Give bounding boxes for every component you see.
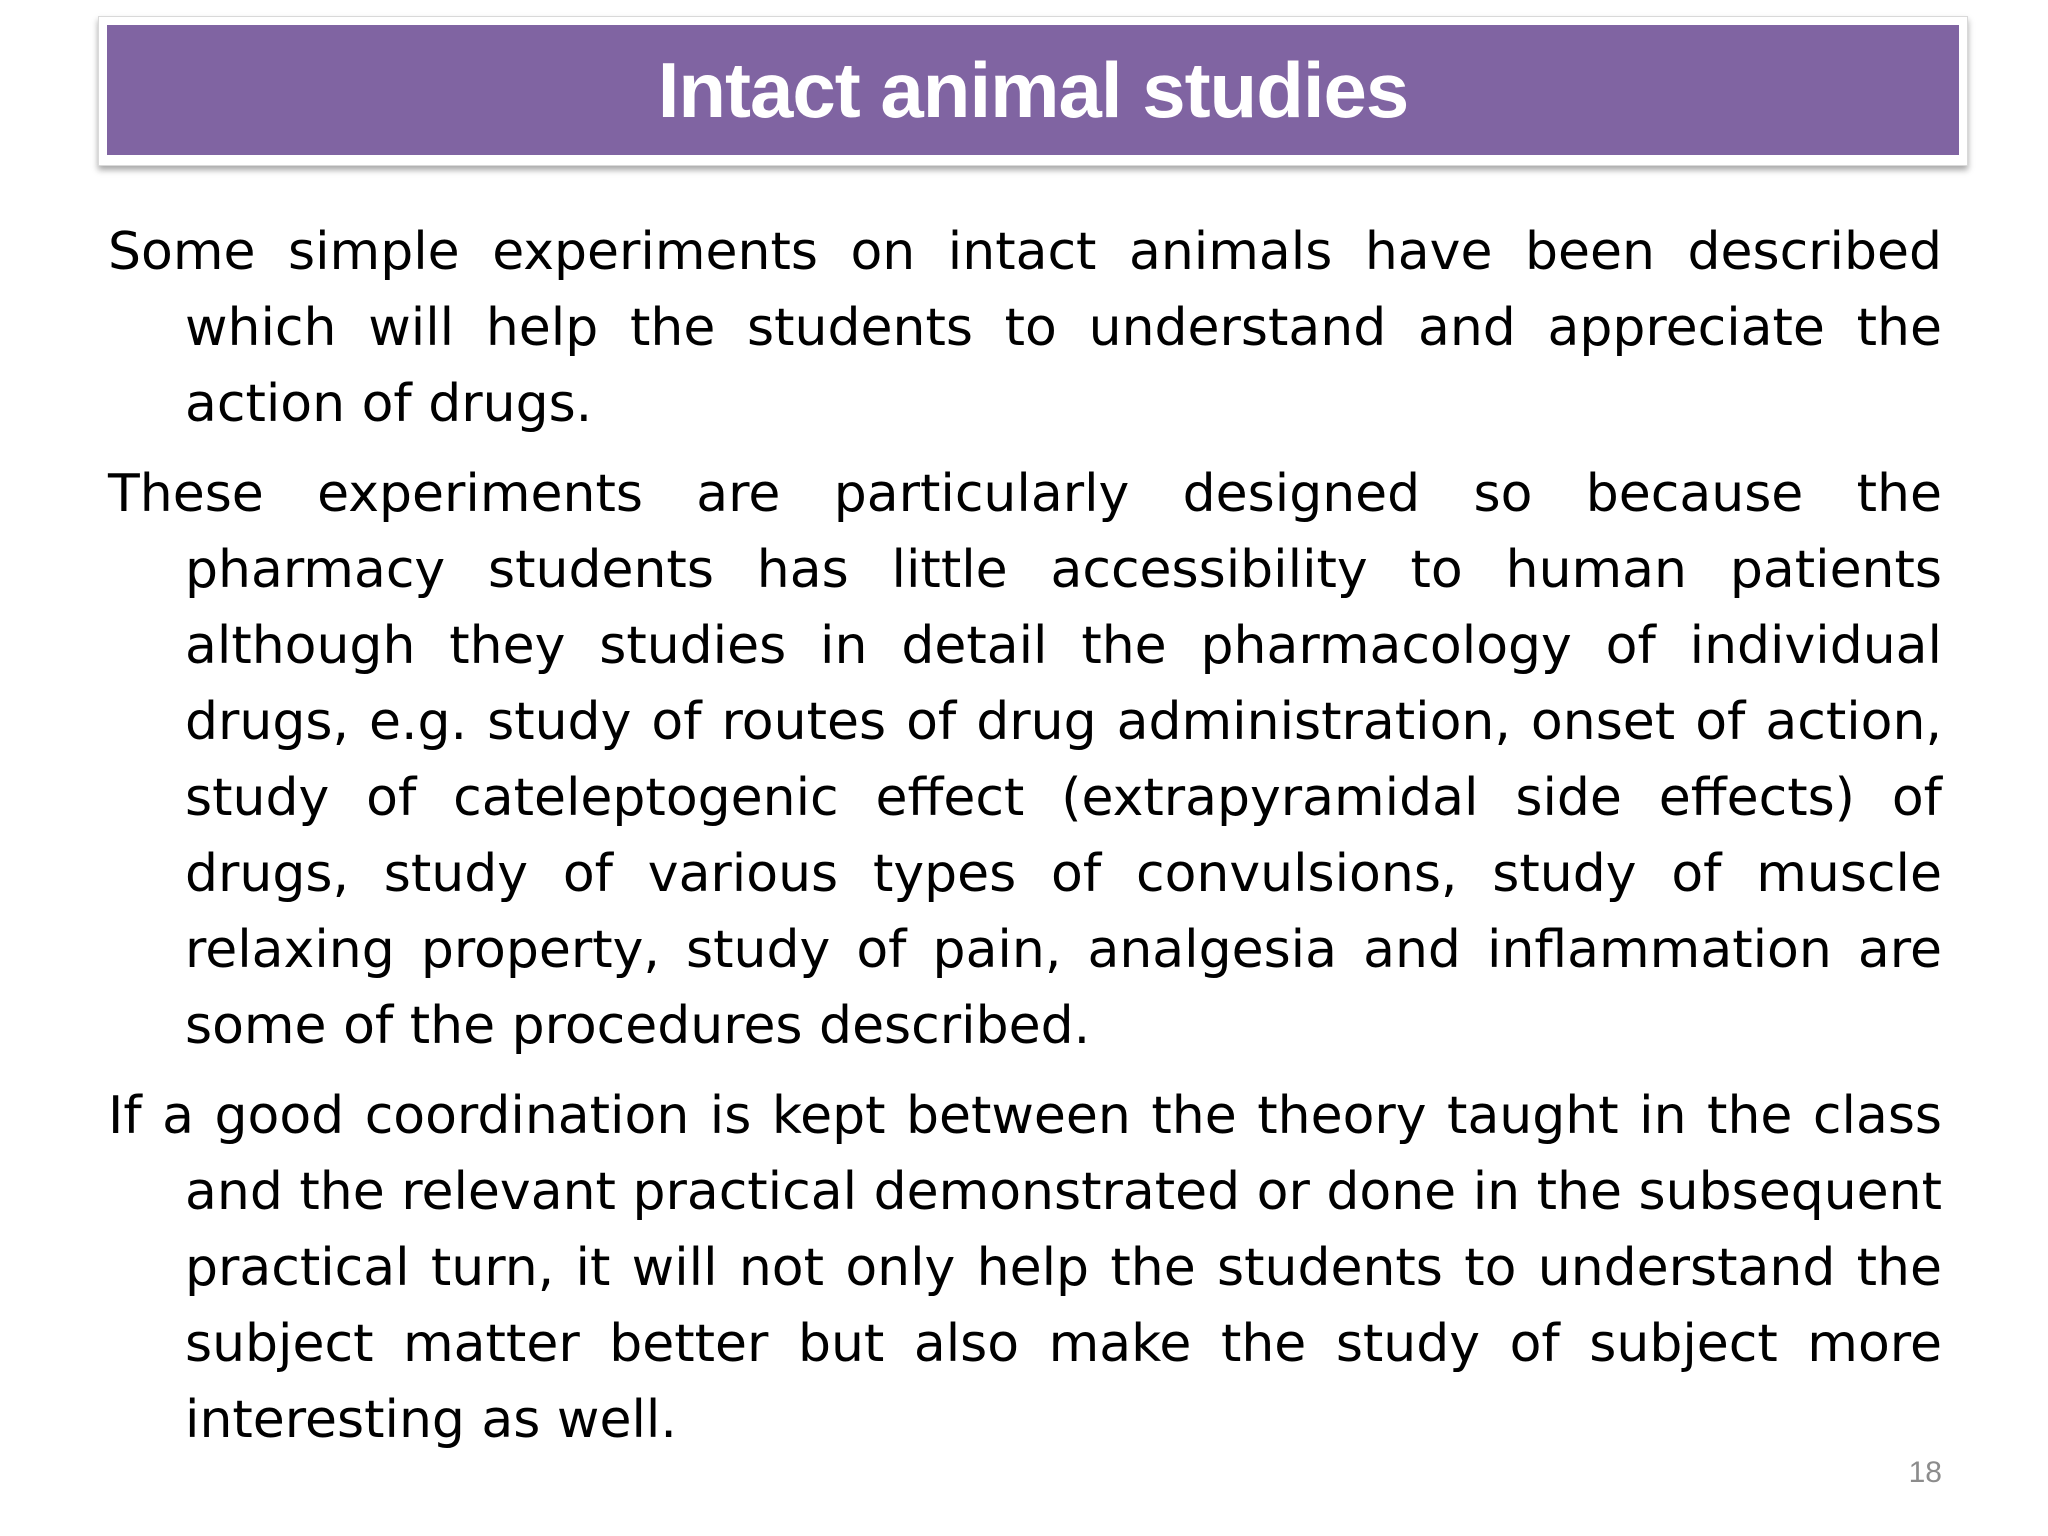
title-frame: Intact animal studies [98, 16, 1968, 166]
slide-body: Some simple experiments on intact animal… [108, 214, 1942, 1472]
page-number: 18 [1908, 1456, 1942, 1489]
paragraph-3: If a good coordination is kept between t… [108, 1086, 1942, 1450]
slide-title: Intact animal studies [657, 45, 1410, 134]
paragraph-2: These experiments are particularly desig… [108, 464, 1942, 1056]
title-bar: Intact animal studies [107, 25, 1959, 155]
paragraph-1: Some simple experiments on intact animal… [108, 222, 1942, 434]
